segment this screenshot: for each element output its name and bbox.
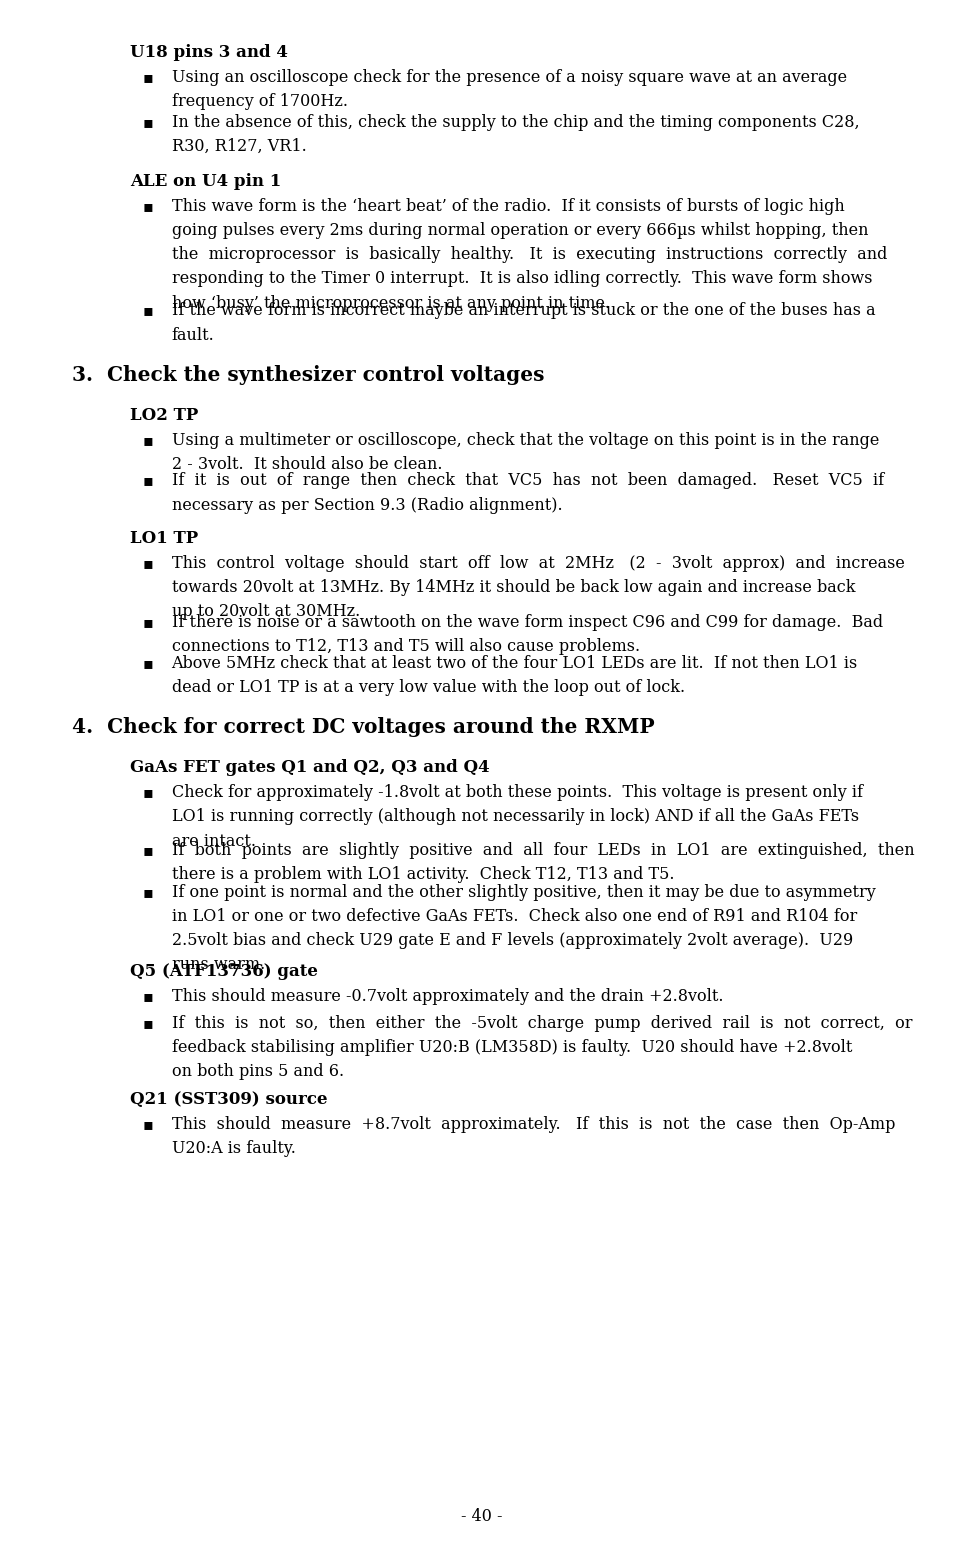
Text: going pulses every 2ms during normal operation or every 666µs whilst hopping, th: going pulses every 2ms during normal ope… <box>172 223 869 239</box>
Text: This should measure -0.7volt approximately and the drain +2.8volt.: This should measure -0.7volt approximate… <box>172 988 723 1006</box>
Text: ▪: ▪ <box>143 302 153 320</box>
Text: ▪: ▪ <box>143 69 153 86</box>
Text: Using a multimeter or oscilloscope, check that the voltage on this point is in t: Using a multimeter or oscilloscope, chec… <box>172 432 879 449</box>
Text: ▪: ▪ <box>143 555 153 572</box>
Text: LO1 TP: LO1 TP <box>130 530 199 547</box>
Text: ▪: ▪ <box>143 655 153 672</box>
Text: ▪: ▪ <box>143 114 153 131</box>
Text: This  control  voltage  should  start  off  low  at  2MHz   (2  -  3volt  approx: This control voltage should start off lo… <box>172 555 904 572</box>
Text: If  both  points  are  slightly  positive  and  all  four  LEDs  in  LO1  are  e: If both points are slightly positive and… <box>172 842 914 859</box>
Text: If there is noise or a sawtooth on the wave form inspect C96 and C99 for damage.: If there is noise or a sawtooth on the w… <box>172 614 883 631</box>
Text: runs warm.: runs warm. <box>172 957 265 973</box>
Text: towards 20volt at 13MHz. By 14MHz it should be back low again and increase back: towards 20volt at 13MHz. By 14MHz it sho… <box>172 578 855 596</box>
Text: fault.: fault. <box>172 326 214 343</box>
Text: - 40 -: - 40 - <box>461 1508 503 1525</box>
Text: ▪: ▪ <box>143 884 153 901</box>
Text: responding to the Timer 0 interrupt.  It is also idling correctly.  This wave fo: responding to the Timer 0 interrupt. It … <box>172 271 872 287</box>
Text: ▪: ▪ <box>143 842 153 859</box>
Text: If  it  is  out  of  range  then  check  that  VC5  has  not  been  damaged.   R: If it is out of range then check that VC… <box>172 472 884 490</box>
Text: up to 20volt at 30MHz.: up to 20volt at 30MHz. <box>172 603 360 620</box>
Text: ▪: ▪ <box>143 1116 153 1133</box>
Text: the  microprocessor  is  basically  healthy.   It  is  executing  instructions  : the microprocessor is basically healthy.… <box>172 246 887 263</box>
Text: on both pins 5 and 6.: on both pins 5 and 6. <box>172 1063 344 1080</box>
Text: Using an oscilloscope check for the presence of a noisy square wave at an averag: Using an oscilloscope check for the pres… <box>172 69 846 86</box>
Text: This wave form is the ‘heart beat’ of the radio.  If it consists of bursts of lo: This wave form is the ‘heart beat’ of th… <box>172 198 844 215</box>
Text: Check for approximately -1.8volt at both these points.  This voltage is present : Check for approximately -1.8volt at both… <box>172 784 863 801</box>
Text: 2 - 3volt.  It should also be clean.: 2 - 3volt. It should also be clean. <box>172 455 442 472</box>
Text: In the absence of this, check the supply to the chip and the timing components C: In the absence of this, check the supply… <box>172 114 859 131</box>
Text: This  should  measure  +8.7volt  approximately.   If  this  is  not  the  case  : This should measure +8.7volt approximate… <box>172 1116 895 1133</box>
Text: ▪: ▪ <box>143 1015 153 1032</box>
Text: there is a problem with LO1 activity.  Check T12, T13 and T5.: there is a problem with LO1 activity. Ch… <box>172 867 674 882</box>
Text: are intact.: are intact. <box>172 833 255 850</box>
Text: 4.  Check for correct DC voltages around the RXMP: 4. Check for correct DC voltages around … <box>72 717 655 737</box>
Text: feedback stabilising amplifier U20:B (LM358D) is faulty.  U20 should have +2.8vo: feedback stabilising amplifier U20:B (LM… <box>172 1040 852 1055</box>
Text: connections to T12, T13 and T5 will also cause problems.: connections to T12, T13 and T5 will also… <box>172 639 640 655</box>
Text: Q21 (SST309) source: Q21 (SST309) source <box>130 1091 328 1108</box>
Text: ▪: ▪ <box>143 614 153 631</box>
Text: in LO1 or one or two defective GaAs FETs.  Check also one end of R91 and R104 fo: in LO1 or one or two defective GaAs FETs… <box>172 907 857 924</box>
Text: 2.5volt bias and check U29 gate E and F levels (approximately 2volt average).  U: 2.5volt bias and check U29 gate E and F … <box>172 932 853 949</box>
Text: R30, R127, VR1.: R30, R127, VR1. <box>172 139 307 154</box>
Text: ALE on U4 pin 1: ALE on U4 pin 1 <box>130 173 281 190</box>
Text: If  this  is  not  so,  then  either  the  -5volt  charge  pump  derived  rail  : If this is not so, then either the -5vol… <box>172 1015 912 1032</box>
Text: how ‘busy’ the microprocessor is at any point in time.: how ‘busy’ the microprocessor is at any … <box>172 295 609 312</box>
Text: If one point is normal and the other slightly positive, then it may be due to as: If one point is normal and the other sli… <box>172 884 875 901</box>
Text: Above 5MHz check that at least two of the four LO1 LEDs are lit.  If not then LO: Above 5MHz check that at least two of th… <box>172 655 858 672</box>
Text: ▪: ▪ <box>143 472 153 490</box>
Text: ▪: ▪ <box>143 988 153 1006</box>
Text: ▪: ▪ <box>143 198 153 215</box>
Text: U20:A is faulty.: U20:A is faulty. <box>172 1141 296 1157</box>
Text: 3.  Check the synthesizer control voltages: 3. Check the synthesizer control voltage… <box>72 365 545 385</box>
Text: ▪: ▪ <box>143 784 153 801</box>
Text: U18 pins 3 and 4: U18 pins 3 and 4 <box>130 44 288 61</box>
Text: frequency of 1700Hz.: frequency of 1700Hz. <box>172 94 348 109</box>
Text: GaAs FET gates Q1 and Q2, Q3 and Q4: GaAs FET gates Q1 and Q2, Q3 and Q4 <box>130 759 490 776</box>
Text: ▪: ▪ <box>143 432 153 449</box>
Text: necessary as per Section 9.3 (Radio alignment).: necessary as per Section 9.3 (Radio alig… <box>172 497 562 513</box>
Text: dead or LO1 TP is at a very low value with the loop out of lock.: dead or LO1 TP is at a very low value wi… <box>172 680 684 695</box>
Text: If the wave form is incorrect maybe an interrupt is stuck or the one of the buse: If the wave form is incorrect maybe an i… <box>172 302 875 320</box>
Text: Q5 (ATF13736) gate: Q5 (ATF13736) gate <box>130 963 318 981</box>
Text: LO1 is running correctly (although not necessarily in lock) AND if all the GaAs : LO1 is running correctly (although not n… <box>172 808 859 825</box>
Text: LO2 TP: LO2 TP <box>130 407 199 424</box>
